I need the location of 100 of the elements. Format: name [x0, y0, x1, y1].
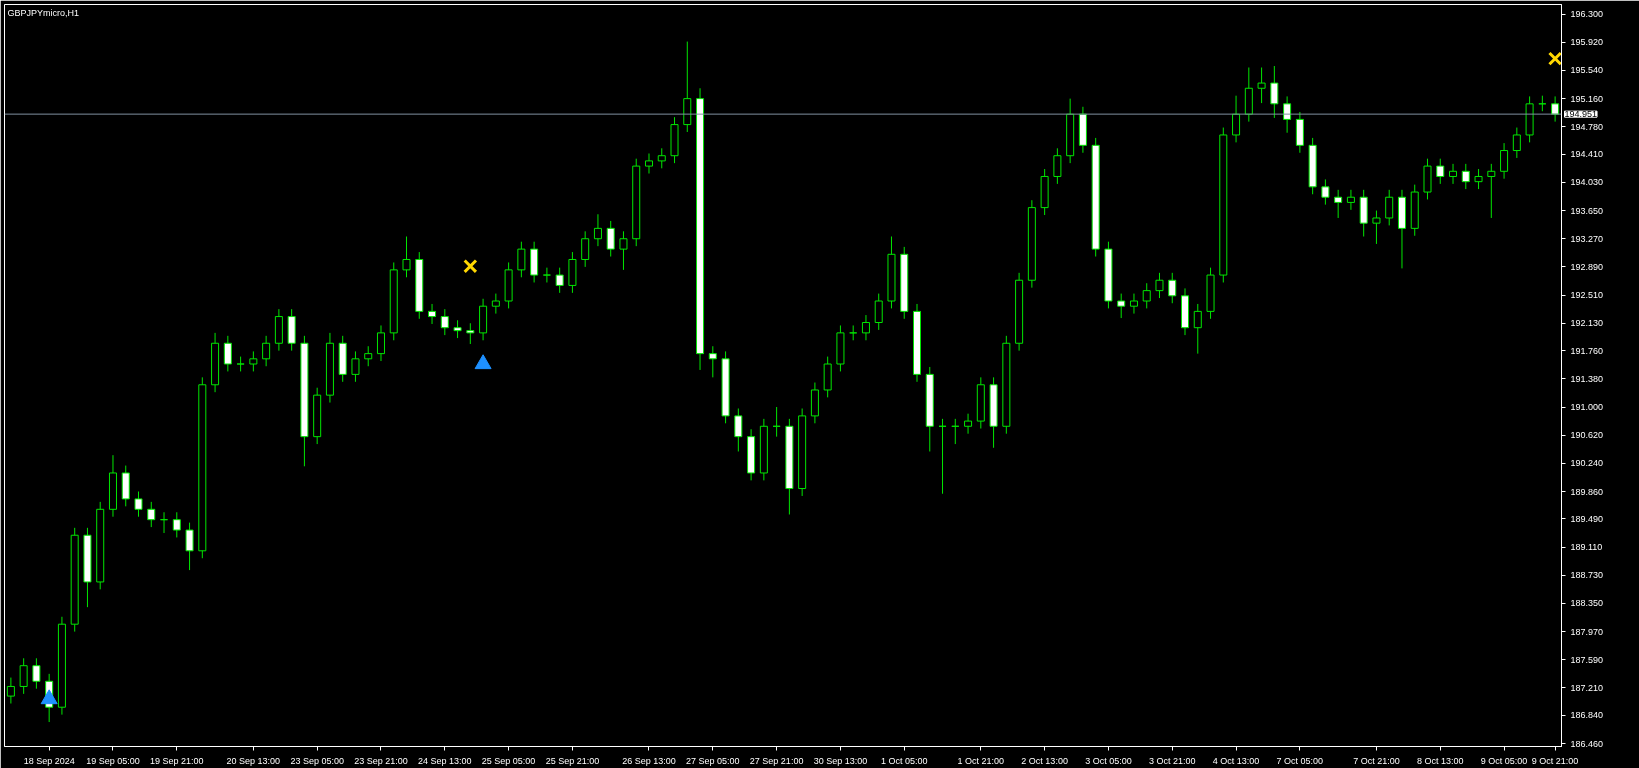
x-tick-label: 25 Sep 21:00 [545, 755, 600, 766]
candlestick [402, 236, 411, 278]
x-tick-label: 9 Oct 21:00 [1531, 755, 1579, 766]
candlestick [964, 413, 973, 435]
y-tick-label: 192.510 [1570, 290, 1604, 301]
candlestick [1474, 168, 1483, 190]
candlestick [428, 303, 437, 325]
candlestick [1372, 210, 1381, 245]
candlestick [1142, 282, 1151, 309]
candlestick [1193, 303, 1202, 355]
candlestick [134, 491, 143, 518]
y-tick-label: 189.860 [1570, 486, 1604, 497]
point [40, 689, 58, 705]
candlestick [517, 241, 526, 278]
x-tick-label: 19 Sep 05:00 [86, 755, 140, 766]
candlestick [491, 293, 500, 315]
candlestick [1436, 158, 1445, 185]
candlestick [147, 501, 156, 528]
y-tick-label: 189.110 [1570, 542, 1603, 553]
candlestick [1449, 163, 1458, 185]
chart-title: GBPJPYmicro,H1 [7, 7, 80, 18]
y-tick-label: 187.590 [1570, 654, 1604, 665]
x-tick-label: 24 Sep 13:00 [418, 755, 472, 766]
x-tick-label: 8 Oct 13:00 [1416, 755, 1464, 766]
x-tick-label: 19 Sep 21:00 [150, 755, 204, 766]
y-tick-label: 194.030 [1570, 177, 1604, 188]
x-tick-label: 30 Sep 13:00 [813, 755, 868, 766]
x-tick-label: 2 Oct 13:00 [1021, 755, 1068, 766]
candlestick [1321, 178, 1330, 206]
candlestick [1155, 272, 1164, 299]
ref-line-label: 194.951 [1564, 109, 1598, 120]
y-tick-label: 188.730 [1570, 570, 1604, 581]
y-tick-label: 186.840 [1570, 710, 1604, 721]
candlestick [542, 267, 551, 283]
x-tick-label: 23 Sep 21:00 [354, 755, 408, 766]
y-tick-label: 191.760 [1570, 345, 1604, 356]
candlestick [1270, 65, 1279, 119]
candlestick [1512, 127, 1521, 159]
candlestick [440, 308, 449, 336]
candlestick [555, 267, 564, 294]
candlestick [364, 345, 373, 367]
candlestick [861, 314, 870, 341]
candlestick [1232, 95, 1241, 143]
x-tick-label: 27 Sep 05:00 [686, 755, 740, 766]
candlestick [351, 350, 360, 383]
candlestick [185, 522, 194, 571]
x-tick-label: 23 Sep 05:00 [290, 755, 344, 766]
candlestick [262, 335, 271, 367]
candlestick [606, 220, 615, 258]
point [1547, 51, 1562, 66]
candlestick [644, 152, 654, 175]
y-tick-label: 192.130 [1570, 318, 1604, 329]
x-tick-label: 26 Sep 13:00 [622, 755, 676, 766]
y-tick-label: 195.160 [1570, 93, 1604, 104]
x-tick-label: 3 Oct 21:00 [1148, 755, 1196, 766]
candlestick [19, 657, 28, 695]
point [474, 354, 492, 370]
y-tick-label: 194.410 [1570, 149, 1604, 160]
x-tick-label: 1 Oct 05:00 [880, 755, 928, 766]
candlestick [619, 230, 628, 271]
candlestick [1487, 163, 1496, 219]
y-tick-label: 193.270 [1570, 233, 1604, 244]
y-tick-label: 193.650 [1570, 205, 1604, 216]
x-tick-label: 7 Oct 05:00 [1276, 755, 1324, 766]
candlestick [581, 230, 590, 268]
y-tick-label: 187.210 [1570, 682, 1604, 693]
y-tick-label: 192.890 [1570, 261, 1604, 272]
y-tick-label: 196.300 [1570, 9, 1604, 20]
x-tick-label: 3 Oct 05:00 [1085, 755, 1132, 766]
candlestick [1461, 163, 1470, 190]
x-tick-label: 18 Sep 2024 [23, 755, 75, 766]
candlestick [874, 293, 883, 331]
y-tick-label: 191.000 [1570, 402, 1604, 412]
candlestick [32, 657, 41, 690]
x-tick-label: 4 Oct 13:00 [1212, 755, 1260, 766]
candlestick [1500, 142, 1509, 180]
candlestick [1117, 293, 1126, 319]
candlestick [1283, 95, 1292, 134]
candlestick [1385, 189, 1394, 226]
candlestick [376, 324, 385, 362]
y-tick-label: 194.780 [1570, 121, 1604, 132]
candlestick [734, 407, 743, 452]
candlestick [1168, 272, 1177, 304]
candlestick [466, 322, 475, 345]
y-tick-label: 195.920 [1570, 37, 1604, 48]
x-tick-label: 20 Sep 13:00 [226, 755, 281, 766]
y-tick-label: 195.540 [1570, 65, 1604, 76]
x-tick-label: 1 Oct 21:00 [957, 755, 1005, 766]
y-tick-label: 187.970 [1570, 626, 1604, 637]
y-tick-label: 188.350 [1570, 598, 1604, 609]
point [463, 259, 478, 274]
candlestick [708, 345, 717, 378]
y-tick-label: 191.380 [1570, 373, 1604, 384]
candlestick [1334, 189, 1343, 219]
x-tick-label: 27 Sep 21:00 [749, 755, 804, 766]
x-tick-label: 7 Oct 21:00 [1353, 755, 1400, 766]
y-tick-label: 190.620 [1570, 430, 1604, 441]
candlestick [1346, 189, 1355, 211]
candlestick [249, 350, 258, 372]
x-tick-label: 25 Sep 05:00 [481, 755, 536, 766]
